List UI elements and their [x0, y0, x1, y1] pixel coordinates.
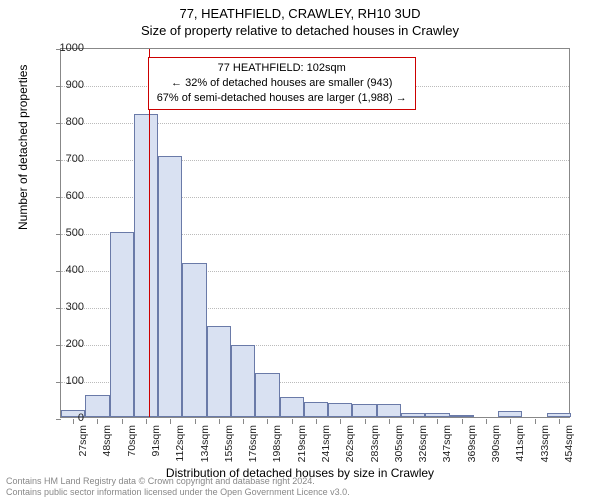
xtick-label: 134sqm — [199, 425, 211, 462]
xtick-mark — [267, 419, 268, 424]
ytick-label: 400 — [44, 264, 84, 276]
xtick-label: 347sqm — [441, 425, 453, 462]
xtick-label: 198sqm — [271, 425, 283, 462]
xtick-mark — [219, 419, 220, 424]
xtick-mark — [292, 419, 293, 424]
histogram-bar — [231, 345, 255, 417]
annotation-line: 67% of semi-detached houses are larger (… — [157, 91, 407, 106]
xtick-mark — [462, 419, 463, 424]
chart-area: 27sqm48sqm70sqm91sqm112sqm134sqm155sqm17… — [60, 48, 570, 418]
xtick-mark — [486, 419, 487, 424]
xtick-label: 155sqm — [223, 425, 235, 462]
ytick-label: 100 — [44, 375, 84, 387]
histogram-bar — [134, 114, 158, 417]
xtick-label: 390sqm — [490, 425, 502, 462]
y-axis-label: Number of detached properties — [16, 65, 30, 230]
xtick-mark — [146, 419, 147, 424]
xtick-mark — [243, 419, 244, 424]
histogram-bar — [255, 373, 279, 417]
xtick-label: 27sqm — [77, 425, 89, 457]
xtick-label: 241sqm — [320, 425, 332, 462]
histogram-bar — [425, 413, 449, 417]
footer-line1: Contains HM Land Registry data © Crown c… — [6, 476, 350, 487]
histogram-bar — [547, 413, 571, 417]
ytick-label: 200 — [44, 338, 84, 350]
ytick-label: 800 — [44, 116, 84, 128]
histogram-bar — [352, 404, 376, 417]
ytick-label: 900 — [44, 79, 84, 91]
xtick-mark — [389, 419, 390, 424]
xtick-mark — [122, 419, 123, 424]
xtick-label: 91sqm — [150, 425, 162, 457]
chart-title-desc: Size of property relative to detached ho… — [0, 21, 600, 38]
xtick-label: 454sqm — [563, 425, 575, 462]
annotation-box: 77 HEATHFIELD: 102sqm← 32% of detached h… — [148, 57, 416, 110]
xtick-label: 305sqm — [393, 425, 405, 462]
annotation-line: ← 32% of detached houses are smaller (94… — [157, 76, 407, 91]
xtick-label: 219sqm — [296, 425, 308, 462]
xtick-mark — [340, 419, 341, 424]
xtick-label: 262sqm — [344, 425, 356, 462]
xtick-mark — [437, 419, 438, 424]
xtick-mark — [535, 419, 536, 424]
xtick-mark — [170, 419, 171, 424]
xtick-mark — [97, 419, 98, 424]
ytick-label: 500 — [44, 227, 84, 239]
histogram-bar — [182, 263, 206, 417]
ytick-label: 300 — [44, 301, 84, 313]
footer-attribution: Contains HM Land Registry data © Crown c… — [6, 476, 350, 498]
histogram-bar — [377, 404, 401, 417]
xtick-mark — [195, 419, 196, 424]
histogram-bar — [110, 232, 134, 417]
xtick-mark — [413, 419, 414, 424]
ytick-label: 700 — [44, 153, 84, 165]
xtick-mark — [510, 419, 511, 424]
plot-region: 27sqm48sqm70sqm91sqm112sqm134sqm155sqm17… — [60, 48, 570, 418]
xtick-mark — [316, 419, 317, 424]
xtick-label: 411sqm — [514, 425, 526, 462]
histogram-bar — [280, 397, 304, 417]
histogram-bar — [328, 403, 352, 417]
ytick-label: 0 — [44, 412, 84, 424]
histogram-bar — [85, 395, 109, 417]
xtick-label: 48sqm — [101, 425, 113, 457]
xtick-label: 326sqm — [417, 425, 429, 462]
xtick-label: 283sqm — [369, 425, 381, 462]
ytick-label: 600 — [44, 190, 84, 202]
ytick-label: 1000 — [44, 42, 84, 54]
histogram-bar — [450, 415, 474, 417]
histogram-bar — [304, 402, 328, 417]
xtick-label: 176sqm — [247, 425, 259, 462]
histogram-bar — [401, 413, 425, 417]
annotation-line: 77 HEATHFIELD: 102sqm — [157, 61, 407, 76]
xtick-label: 70sqm — [126, 425, 138, 457]
histogram-bar — [158, 156, 182, 417]
chart-title-address: 77, HEATHFIELD, CRAWLEY, RH10 3UD — [0, 0, 600, 21]
xtick-mark — [365, 419, 366, 424]
xtick-label: 369sqm — [466, 425, 478, 462]
xtick-label: 433sqm — [539, 425, 551, 462]
histogram-bar — [207, 326, 231, 417]
xtick-mark — [559, 419, 560, 424]
histogram-bar — [498, 411, 522, 417]
xtick-label: 112sqm — [174, 425, 186, 462]
footer-line2: Contains public sector information licen… — [6, 487, 350, 498]
